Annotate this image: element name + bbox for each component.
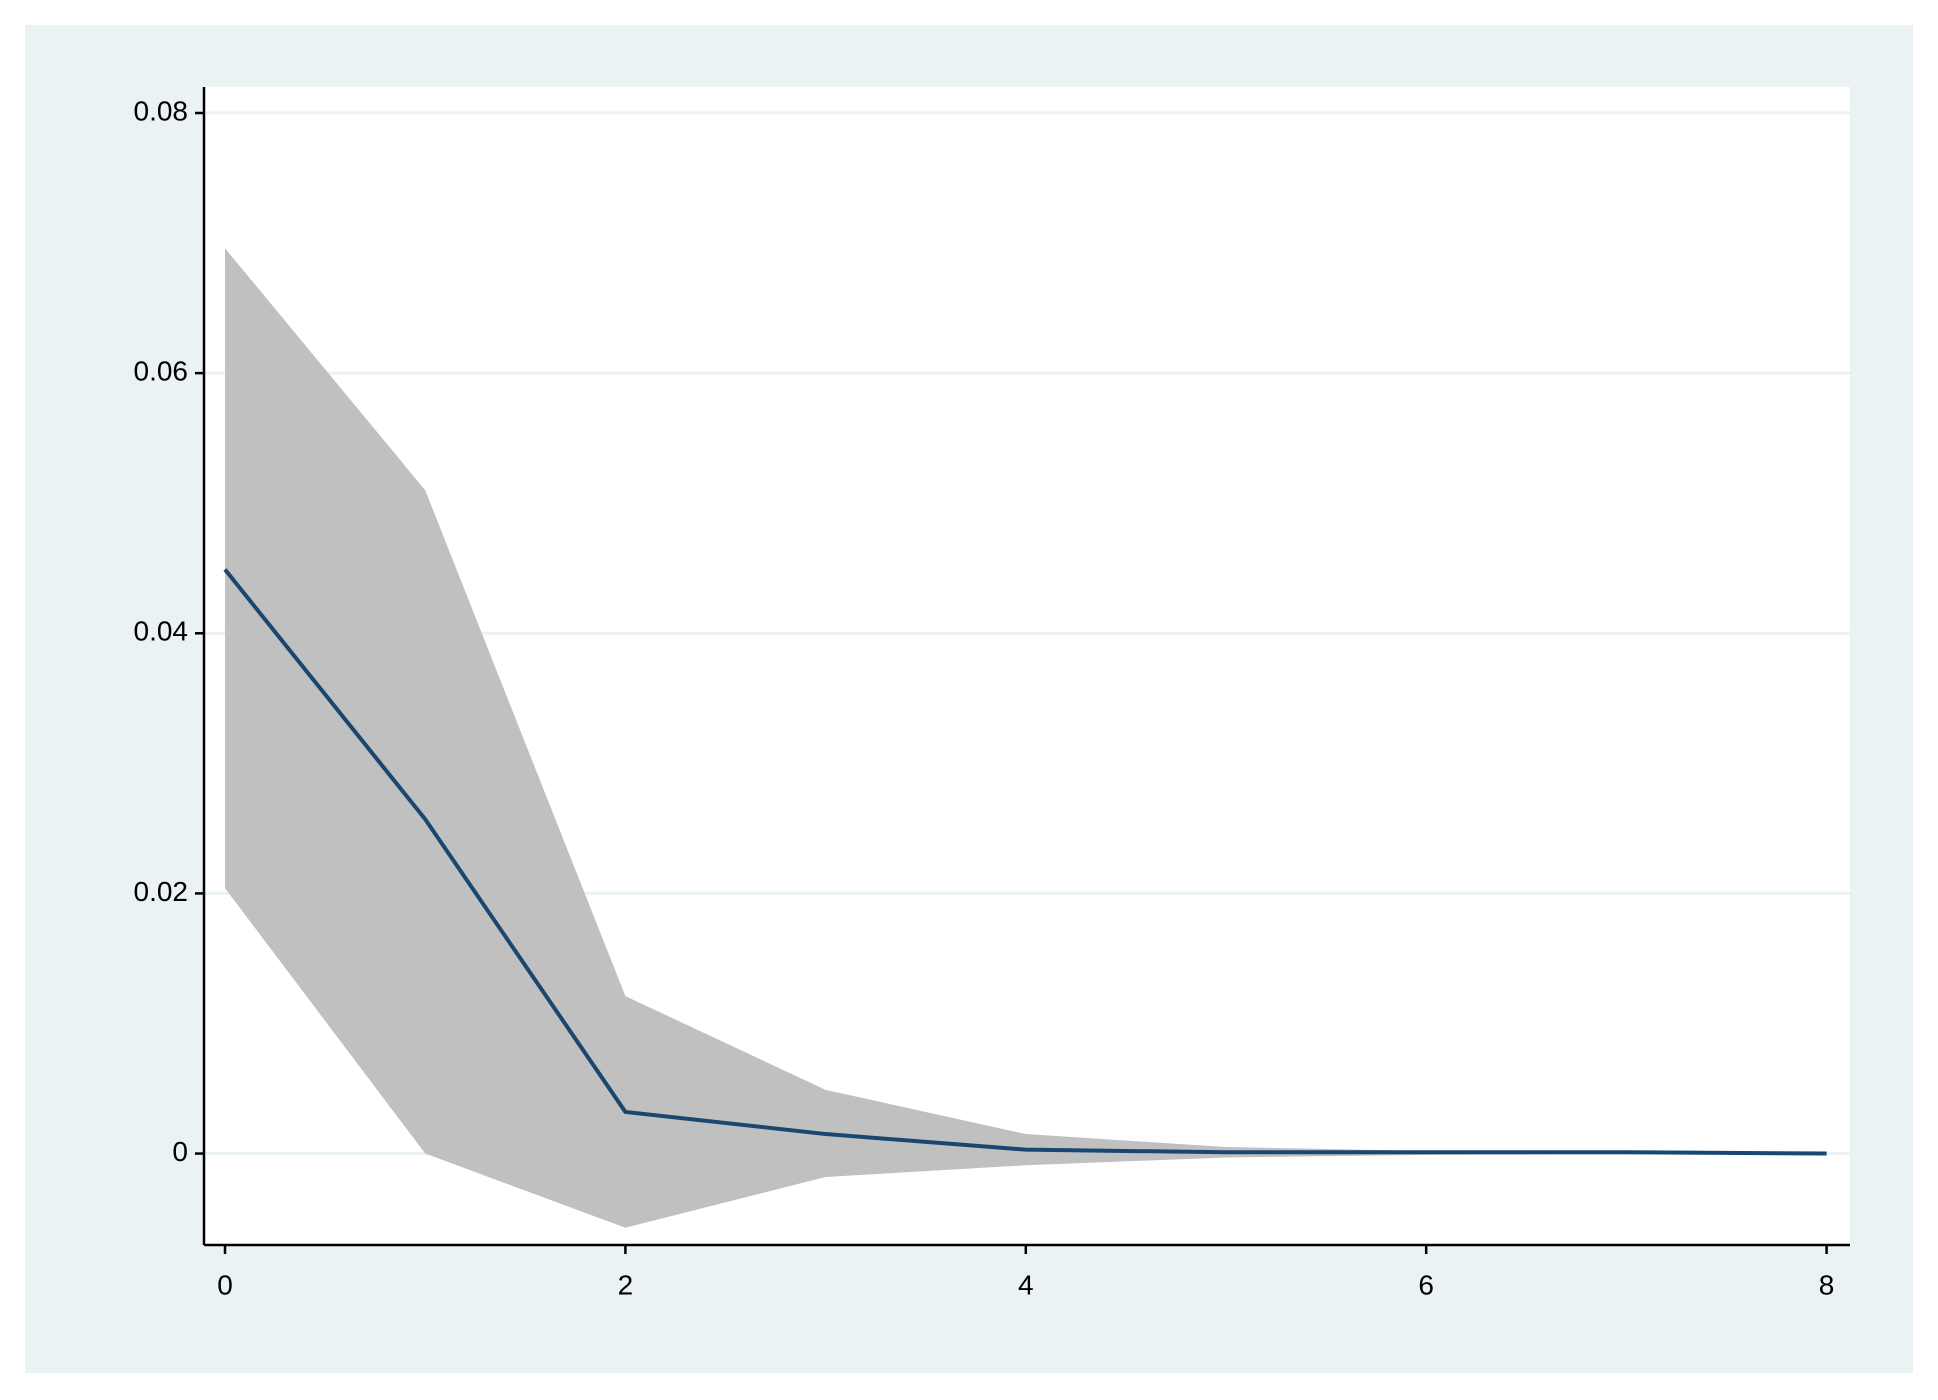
y-tick-label: 0.08 — [134, 95, 189, 126]
line-series — [223, 568, 1827, 1156]
y-tick-label: 0.04 — [134, 616, 189, 647]
x-tick-label: 8 — [1819, 1269, 1835, 1300]
x-tick-label: 0 — [217, 1269, 233, 1300]
x-tick-label: 4 — [1018, 1269, 1034, 1300]
y-tick-label: 0.06 — [134, 356, 189, 387]
y-tick-label: 0 — [172, 1136, 188, 1167]
x-tick-label: 2 — [618, 1269, 634, 1300]
y-tick-label: 0.02 — [134, 876, 189, 907]
x-tick-label: 6 — [1418, 1269, 1434, 1300]
